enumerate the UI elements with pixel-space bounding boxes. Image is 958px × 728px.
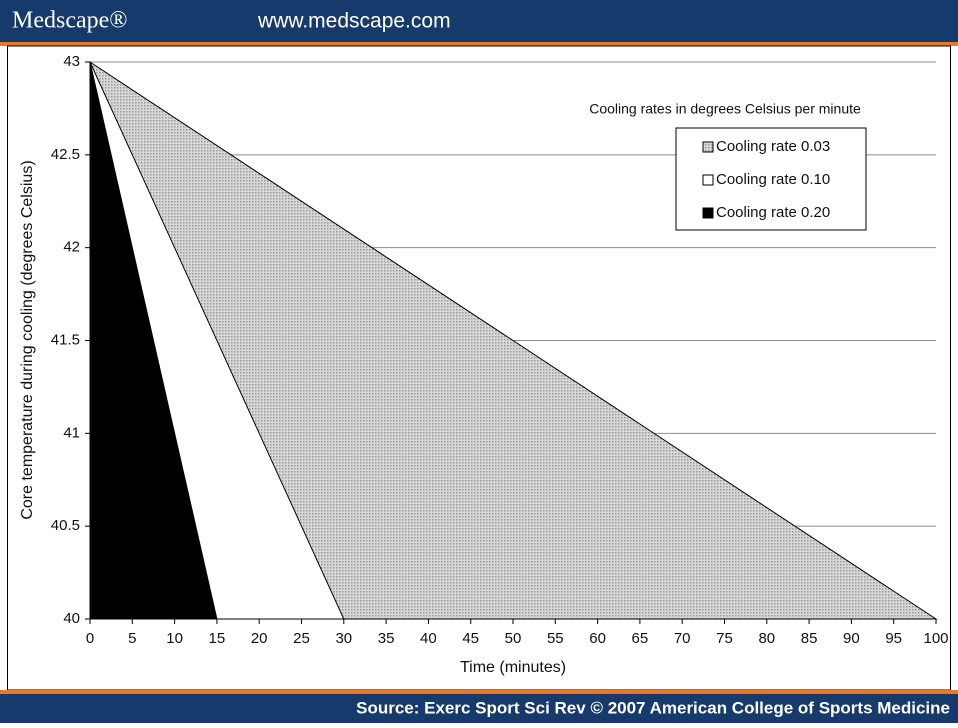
y-tick-label: 42.5 bbox=[51, 146, 80, 163]
legend-swatch bbox=[702, 141, 714, 153]
source: Source: Exerc Sport Sci Rev © 2007 Ameri… bbox=[356, 698, 950, 717]
x-tick-label: 35 bbox=[378, 630, 395, 647]
legend-label: Cooling rate 0.20 bbox=[716, 204, 830, 221]
footer-stripe bbox=[0, 690, 958, 694]
legend-title: Cooling rates in degrees Celsius per min… bbox=[589, 101, 861, 117]
legend-swatch bbox=[702, 174, 714, 186]
x-tick-label: 75 bbox=[716, 630, 733, 647]
y-tick-label: 40.5 bbox=[51, 517, 80, 534]
brand[interactable]: Medscape® bbox=[12, 8, 128, 34]
header-stripe bbox=[0, 42, 958, 46]
y-tick-label: 42 bbox=[63, 239, 80, 256]
x-tick-label: 85 bbox=[801, 630, 818, 647]
y-tick-label: 40 bbox=[63, 610, 80, 627]
y-tick-label: 41.5 bbox=[51, 331, 80, 348]
legend-label: Cooling rate 0.03 bbox=[716, 138, 830, 155]
x-tick-label: 100 bbox=[923, 630, 948, 647]
x-tick-label: 40 bbox=[420, 630, 437, 647]
legend-label: Cooling rate 0.10 bbox=[716, 171, 830, 188]
y-tick-label: 43 bbox=[63, 53, 80, 70]
site-url[interactable]: www.medscape.com bbox=[257, 10, 451, 33]
x-axis-label: Time (minutes) bbox=[460, 659, 566, 676]
x-tick-label: 55 bbox=[547, 630, 564, 647]
x-tick-label: 20 bbox=[251, 630, 268, 647]
x-tick-label: 65 bbox=[632, 630, 649, 647]
footer-bar bbox=[0, 694, 958, 723]
x-tick-label: 30 bbox=[335, 630, 352, 647]
x-tick-label: 10 bbox=[166, 630, 183, 647]
x-tick-label: 50 bbox=[505, 630, 522, 647]
x-tick-label: 90 bbox=[843, 630, 860, 647]
x-tick-label: 80 bbox=[758, 630, 775, 647]
y-tick-label: 41 bbox=[63, 424, 80, 441]
x-tick-label: 25 bbox=[293, 630, 310, 647]
x-tick-label: 5 bbox=[128, 630, 136, 647]
y-axis-label: Core temperature during cooling (degrees… bbox=[19, 160, 36, 519]
x-tick-label: 45 bbox=[462, 630, 479, 647]
x-tick-label: 60 bbox=[589, 630, 606, 647]
x-tick-label: 0 bbox=[86, 630, 94, 647]
x-tick-label: 70 bbox=[674, 630, 691, 647]
x-tick-label: 15 bbox=[209, 630, 226, 647]
x-tick-label: 95 bbox=[885, 630, 902, 647]
legend-swatch bbox=[702, 207, 714, 219]
header-bar bbox=[0, 0, 958, 42]
